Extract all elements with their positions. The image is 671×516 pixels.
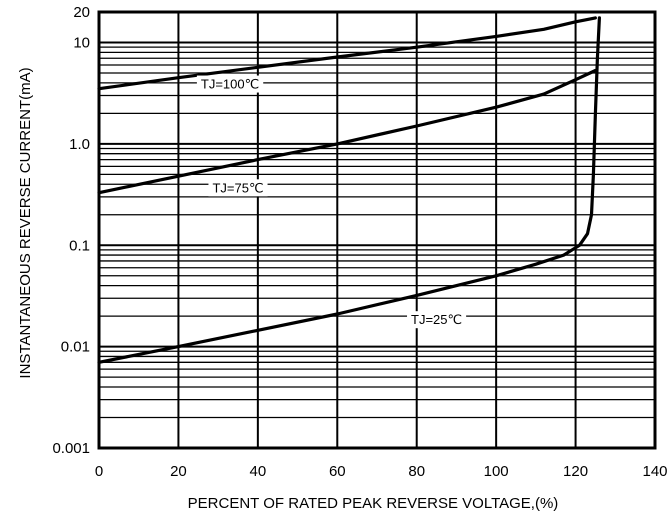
series-label-bg-2 <box>407 311 467 329</box>
x-tick-label: 60 <box>329 463 346 480</box>
y-tick-label: 0.1 <box>69 237 90 254</box>
series-label-0: TJ=100℃ <box>201 77 259 92</box>
y-axis-label: INSTANTANEOUS REVERSE CURRENT(mA) <box>17 67 34 378</box>
y-tick-label: 0.001 <box>52 440 90 457</box>
series-label-bg-0 <box>196 75 264 93</box>
x-tick-label: 20 <box>170 463 187 480</box>
grid-major <box>99 12 655 448</box>
x-axis-label: PERCENT OF RATED PEAK REVERSE VOLTAGE,(%… <box>188 495 559 512</box>
x-tick-label: 80 <box>408 463 425 480</box>
y-tick-label: 10 <box>73 35 90 52</box>
plot-frame <box>97 10 657 450</box>
y-tick-labels: 0.001 0.01 0.1 1.0 10 20 <box>52 4 90 457</box>
x-tick-labels: 0 20 40 60 80 100 120 140 <box>95 463 668 480</box>
x-tick-label: 140 <box>642 463 667 480</box>
series-line-0 <box>97 16 597 91</box>
y-tick-label: 1.0 <box>69 136 90 153</box>
grid-minor <box>99 11 655 419</box>
x-tick-label: 120 <box>563 463 588 480</box>
series-label-bg-1 <box>208 179 268 197</box>
x-tick-label: 40 <box>250 463 267 480</box>
x-tick-label: 100 <box>484 463 509 480</box>
curves <box>97 16 601 364</box>
series-label-2: TJ=25℃ <box>411 312 462 327</box>
curve-labels: TJ=100℃ TJ=75℃ TJ=25℃ <box>196 75 467 329</box>
series-line-1 <box>97 68 597 195</box>
x-tick-label: 0 <box>95 463 103 480</box>
y-tick-label: 0.01 <box>61 339 90 356</box>
y-tick-label: 20 <box>73 4 90 21</box>
series-label-1: TJ=75℃ <box>212 180 263 195</box>
series-line-2 <box>97 16 601 364</box>
